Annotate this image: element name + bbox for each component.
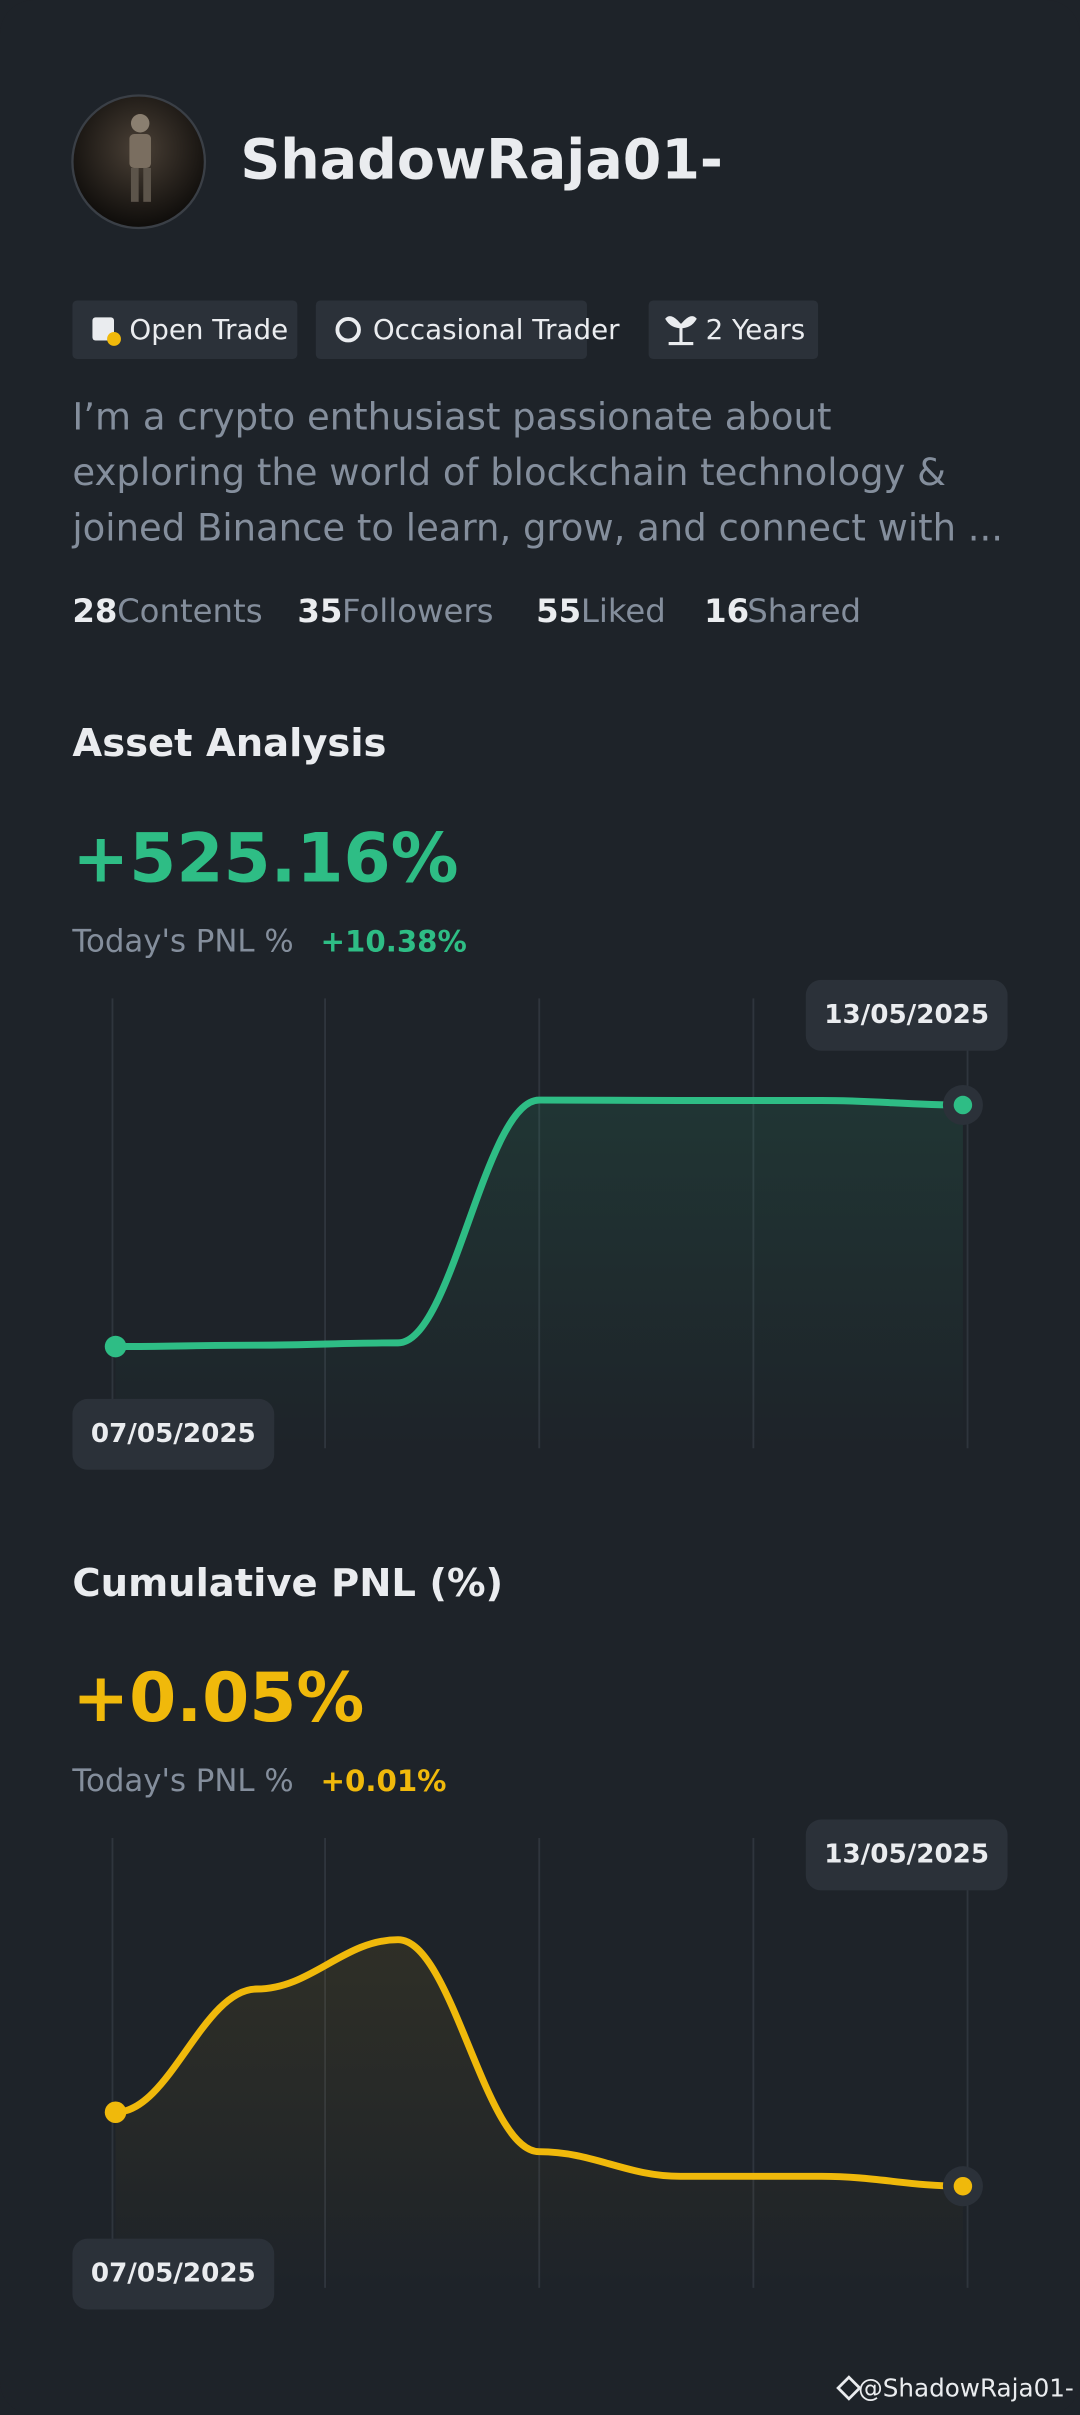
date-label: 07/05/2025 — [91, 1419, 256, 1449]
avatar[interactable] — [71, 94, 207, 230]
line — [112, 1096, 967, 1351]
watermark-text: @ShadowRaja01- — [858, 2374, 1074, 2403]
date-label: 07/05/2025 — [91, 2259, 256, 2289]
tag-label: 2 Years — [706, 313, 806, 346]
today-value: +10.38% — [320, 924, 466, 958]
stat-label: Contents — [117, 592, 262, 630]
line-area — [115, 1100, 963, 1449]
stat-count: 55 — [536, 592, 581, 630]
stat-label: Shared — [747, 592, 861, 630]
today-label: Today's PNL % — [71, 923, 293, 959]
stat-count: 35 — [297, 592, 342, 630]
tag-label: Open Trade — [129, 313, 288, 346]
today-value: +0.01% — [320, 1764, 446, 1798]
user-name: ShadowRaja01- — [240, 128, 723, 192]
watermark: @ShadowRaja01- — [836, 2374, 1074, 2403]
tag: 2 Years — [648, 300, 819, 359]
stat-label: Liked — [581, 592, 666, 630]
date-label-box — [72, 1398, 275, 1470]
section-title: Cumulative PNL (%) — [72, 1561, 503, 1606]
section-title: Asset Analysis — [72, 721, 386, 766]
tag-label: Occasional Trader — [373, 313, 620, 346]
stat-label: Followers — [342, 592, 494, 630]
bio-line: joined Binance to learn, grow, and conne… — [71, 506, 1003, 549]
tag: Open Trade — [72, 300, 298, 359]
stat-count: 28 — [72, 592, 117, 630]
date-label-box — [805, 979, 1008, 1051]
end-point — [953, 1095, 973, 1115]
today-label: Today's PNL % — [71, 1763, 293, 1799]
line-area — [115, 1939, 963, 2288]
headline-value: +525.16% — [72, 818, 458, 897]
tag: Occasional Trader — [315, 300, 620, 359]
headline-value: +0.05% — [72, 1658, 364, 1737]
stat-count: 16 — [704, 592, 749, 630]
start-point — [104, 1335, 127, 1358]
bio-line: I’m a crypto enthusiast passionate about — [72, 396, 831, 439]
line — [112, 1936, 967, 2190]
date-label-box — [72, 2238, 275, 2310]
start-point — [104, 2101, 127, 2124]
date-label-box — [805, 1819, 1008, 1891]
end-point — [953, 2176, 973, 2196]
date-label: 13/05/2025 — [824, 1000, 989, 1030]
charts: Asset Analysis +525.16% Today's PNL % +10.3… — [71, 721, 1008, 2310]
date-label: 13/05/2025 — [824, 1839, 989, 1869]
bio-line: exploring the world of blockchain techno… — [72, 451, 946, 494]
